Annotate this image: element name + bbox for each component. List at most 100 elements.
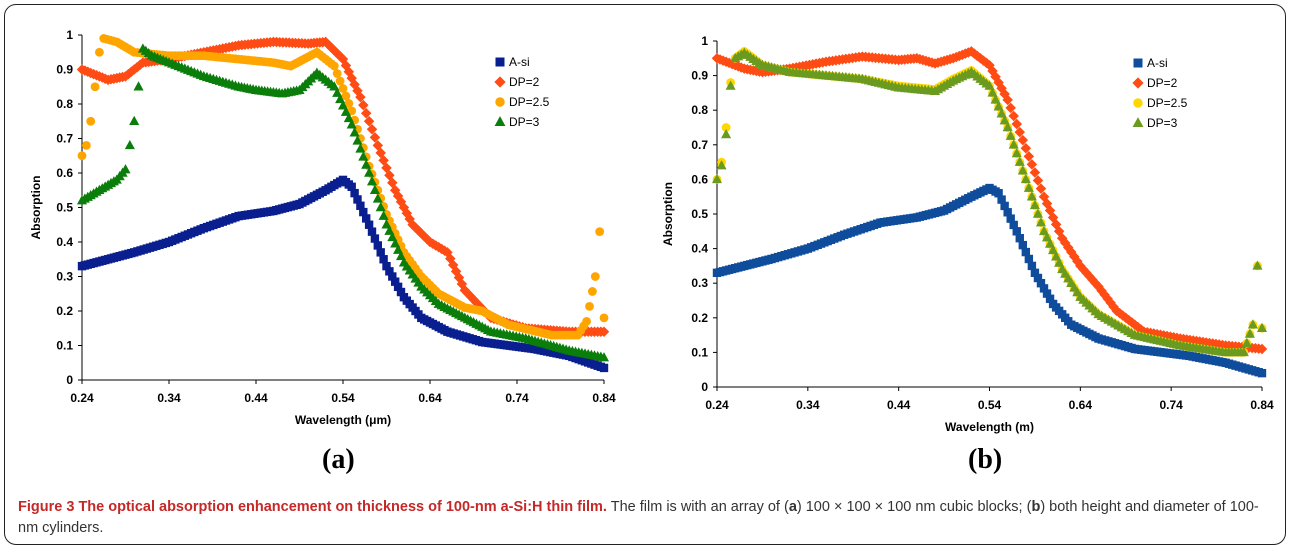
data-point (1256, 322, 1268, 332)
data-point (390, 238, 401, 248)
data-point (344, 99, 354, 108)
x-tick-label: 0.24 (705, 398, 729, 412)
data-point (375, 202, 386, 212)
data-point (1048, 244, 1059, 255)
data-point (1257, 368, 1267, 378)
y-tick-label: 0 (66, 373, 73, 387)
data-point (347, 106, 357, 116)
y-tick-label: 0.8 (56, 97, 73, 111)
x-tick-label: 0.64 (418, 391, 442, 405)
legend-entry: A-si (1147, 56, 1168, 70)
data-point (363, 116, 375, 127)
data-point (1018, 240, 1028, 250)
y-tick-label: 0.2 (56, 304, 73, 318)
legend-entry: A-si (509, 55, 530, 69)
data-point (352, 135, 363, 145)
data-point (353, 195, 362, 204)
data-point (587, 287, 597, 296)
y-tick-label: 0.5 (691, 207, 708, 221)
series-a-si (712, 183, 1267, 378)
data-point (987, 87, 998, 97)
caption-letter-a: a (788, 499, 797, 515)
data-point (358, 99, 369, 111)
data-point (77, 151, 87, 161)
y-tick-label: 0.7 (691, 138, 708, 152)
data-point (1008, 110, 1019, 122)
data-point (721, 123, 731, 132)
x-tick-label: 0.74 (1159, 398, 1183, 412)
y-tick-label: 0.7 (56, 132, 73, 146)
data-point (124, 139, 135, 150)
x-tick-label: 0.24 (70, 391, 94, 405)
legend-entry: DP=3 (1147, 116, 1178, 130)
data-point (1045, 294, 1055, 303)
y-tick-label: 0 (701, 380, 708, 394)
data-point (369, 184, 380, 195)
data-point (350, 188, 359, 198)
data-point (358, 151, 369, 161)
legend-entry: DP=2.5 (509, 95, 550, 109)
data-point (990, 94, 1001, 104)
data-point (1020, 173, 1031, 184)
y-tick-label: 0.5 (56, 201, 73, 215)
data-point (1002, 94, 1013, 106)
data-point (1038, 225, 1050, 236)
data-point (391, 277, 400, 286)
series-dp-3 (711, 47, 1268, 357)
data-point (1021, 247, 1031, 257)
data-point (1014, 156, 1025, 166)
data-point (373, 241, 382, 250)
legend-marker (495, 97, 505, 107)
data-point (1033, 273, 1043, 283)
data-point (396, 287, 406, 297)
data-point (393, 244, 404, 254)
data-point (1238, 346, 1249, 357)
y-tick-label: 0.4 (691, 242, 708, 256)
data-point (1035, 183, 1047, 194)
legend-entry: DP=2 (509, 75, 540, 89)
y-axis-title: Absorption (29, 176, 43, 240)
y-tick-label: 0.2 (691, 311, 708, 325)
data-point (599, 313, 609, 323)
series-dp-3 (76, 43, 610, 362)
data-point (384, 225, 395, 235)
data-point (994, 189, 1003, 198)
data-point (393, 282, 403, 292)
data-point (1002, 122, 1013, 132)
data-point (1042, 289, 1052, 298)
y-tick-label: 0.3 (691, 276, 708, 290)
data-point (1000, 201, 1009, 211)
data-point (711, 173, 723, 184)
data-point (1017, 134, 1029, 146)
data-point (1241, 337, 1252, 347)
data-point (1029, 199, 1040, 210)
y-tick-label: 0.4 (56, 235, 73, 249)
x-axis-title: Wavelength (μm) (295, 413, 391, 427)
x-tick-label: 0.84 (1250, 398, 1274, 412)
data-point (387, 231, 398, 242)
series-a-si (77, 175, 609, 373)
data-point (133, 81, 144, 91)
data-point (716, 160, 727, 170)
data-point (372, 193, 383, 203)
data-point (1005, 102, 1016, 114)
data-point (1015, 234, 1024, 243)
data-point (1244, 328, 1255, 338)
data-point (582, 316, 592, 326)
data-point (329, 61, 339, 71)
x-axis-title: Wavelength (m) (945, 420, 1034, 434)
data-point (378, 210, 389, 220)
data-point (1012, 227, 1021, 236)
data-point (359, 207, 368, 217)
data-point (1003, 208, 1012, 217)
data-point (1023, 182, 1034, 192)
data-point (366, 176, 378, 186)
data-point (1247, 319, 1258, 329)
data-point (1026, 159, 1038, 170)
series-dp-2-5 (77, 34, 609, 340)
legend-entry: DP=3 (509, 115, 540, 129)
data-point (376, 248, 385, 257)
data-point (1014, 126, 1026, 138)
data-point (1032, 208, 1043, 218)
